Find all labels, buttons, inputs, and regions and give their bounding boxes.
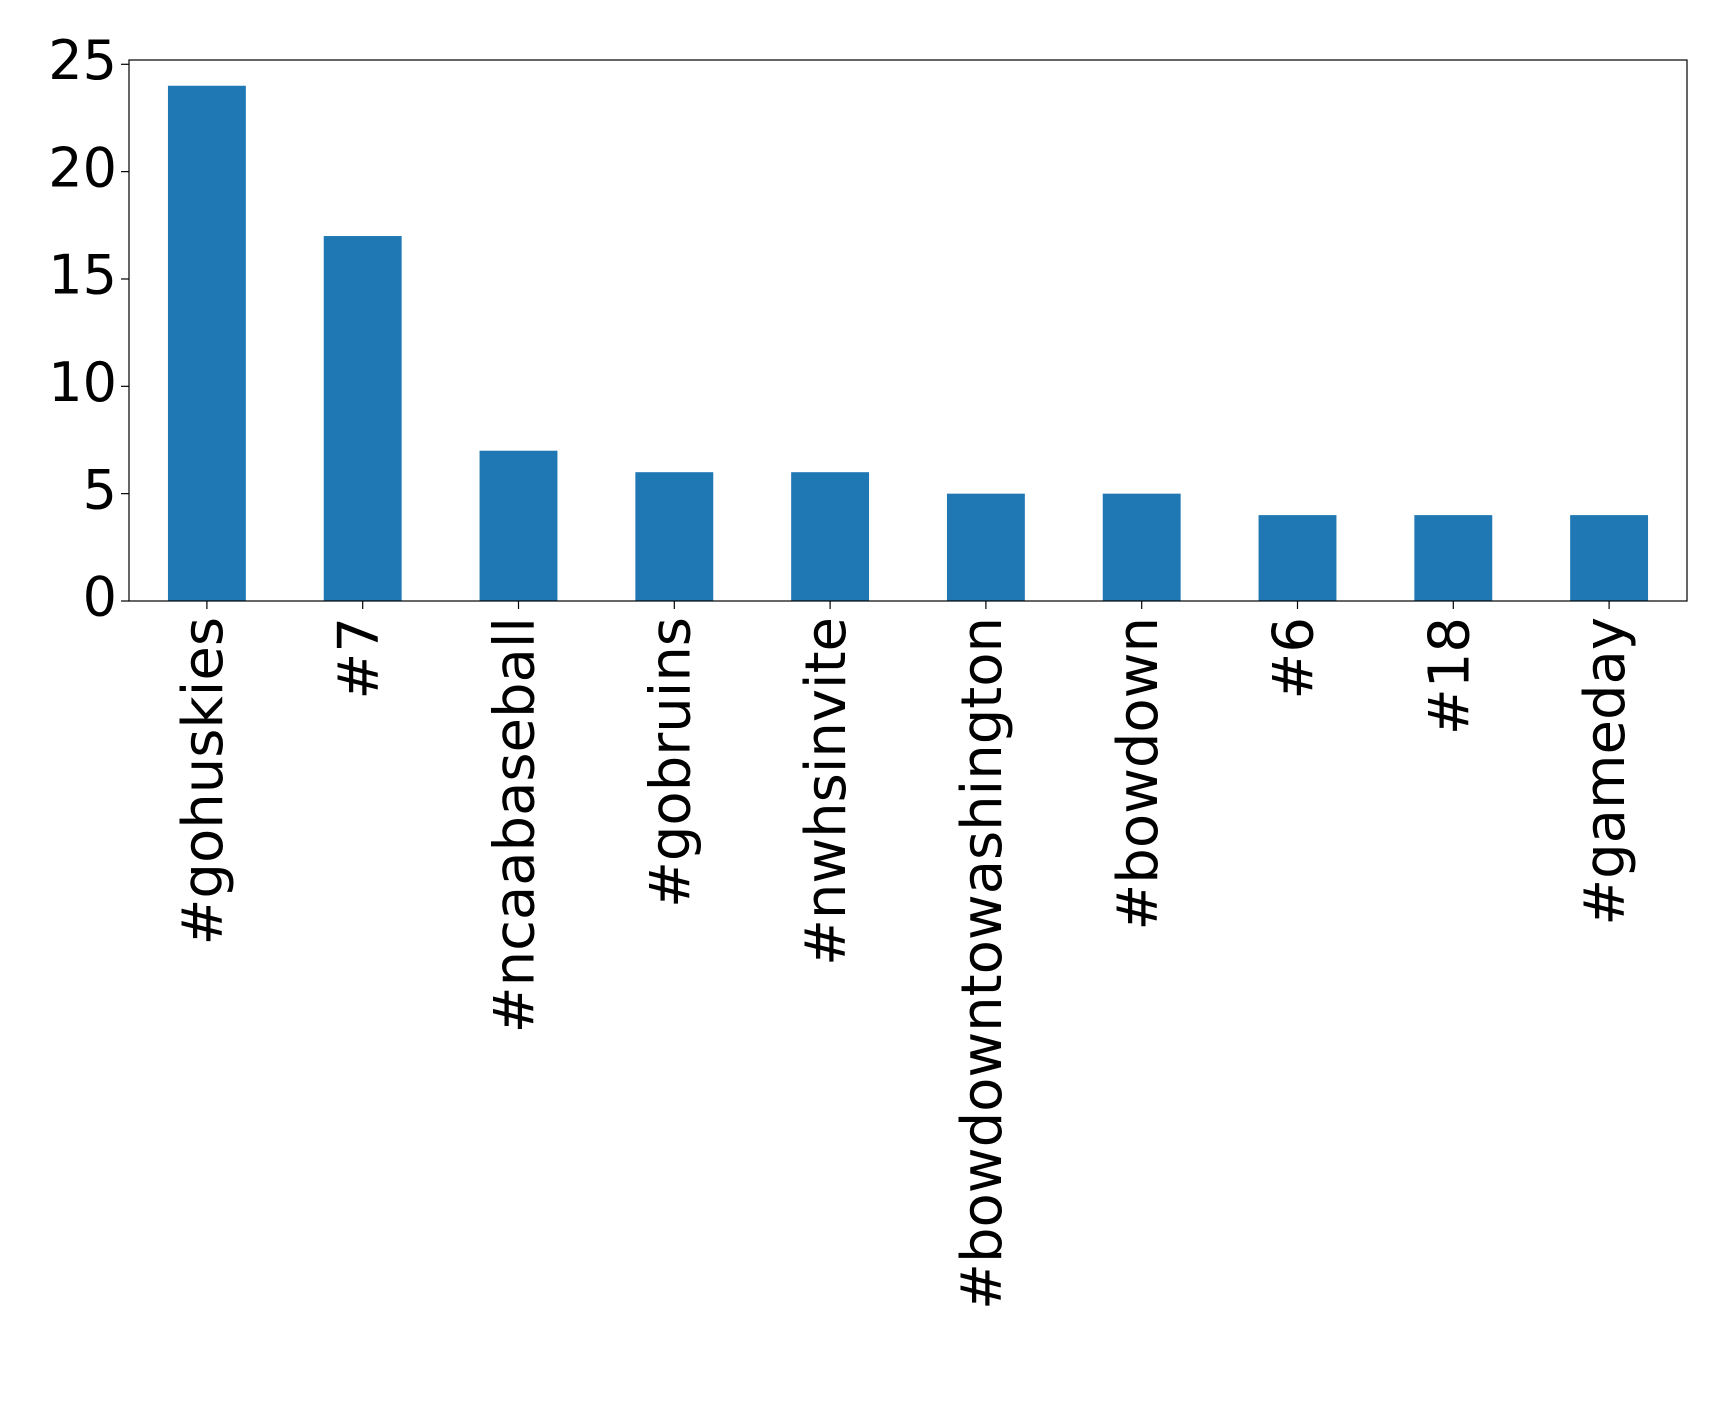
y-tick-label: 15 [48,244,117,307]
bar [167,85,246,601]
y-tick-label: 25 [48,29,117,92]
y-tick-label: 5 [83,458,117,521]
x-tick-label: #7 [327,617,392,700]
bar [635,472,714,601]
x-tick-label: #gameday [1573,617,1638,926]
y-tick-label: 10 [48,351,117,414]
bar [1414,515,1493,601]
plot-frame [128,59,1688,602]
x-tick-label: #gobruins [638,617,703,908]
x-tick-label: #gohuskies [171,617,236,946]
bar [479,450,558,601]
bar [1102,493,1181,601]
bar [791,472,870,601]
x-tick-label: #bowdown [1106,617,1171,931]
bar [1570,515,1649,601]
x-tick-label: #ncaabaseball [483,617,548,1033]
bar [323,236,402,602]
x-tick-label: #nwhsinvite [794,617,859,966]
x-tick-label: #6 [1262,617,1327,700]
y-tick-label: 20 [48,136,117,199]
x-tick-label: #18 [1417,617,1482,735]
y-tick-label: 0 [83,566,117,629]
bar [946,493,1025,601]
bar [1258,515,1337,601]
x-tick-label: #bowdowntowashington [950,617,1015,1310]
